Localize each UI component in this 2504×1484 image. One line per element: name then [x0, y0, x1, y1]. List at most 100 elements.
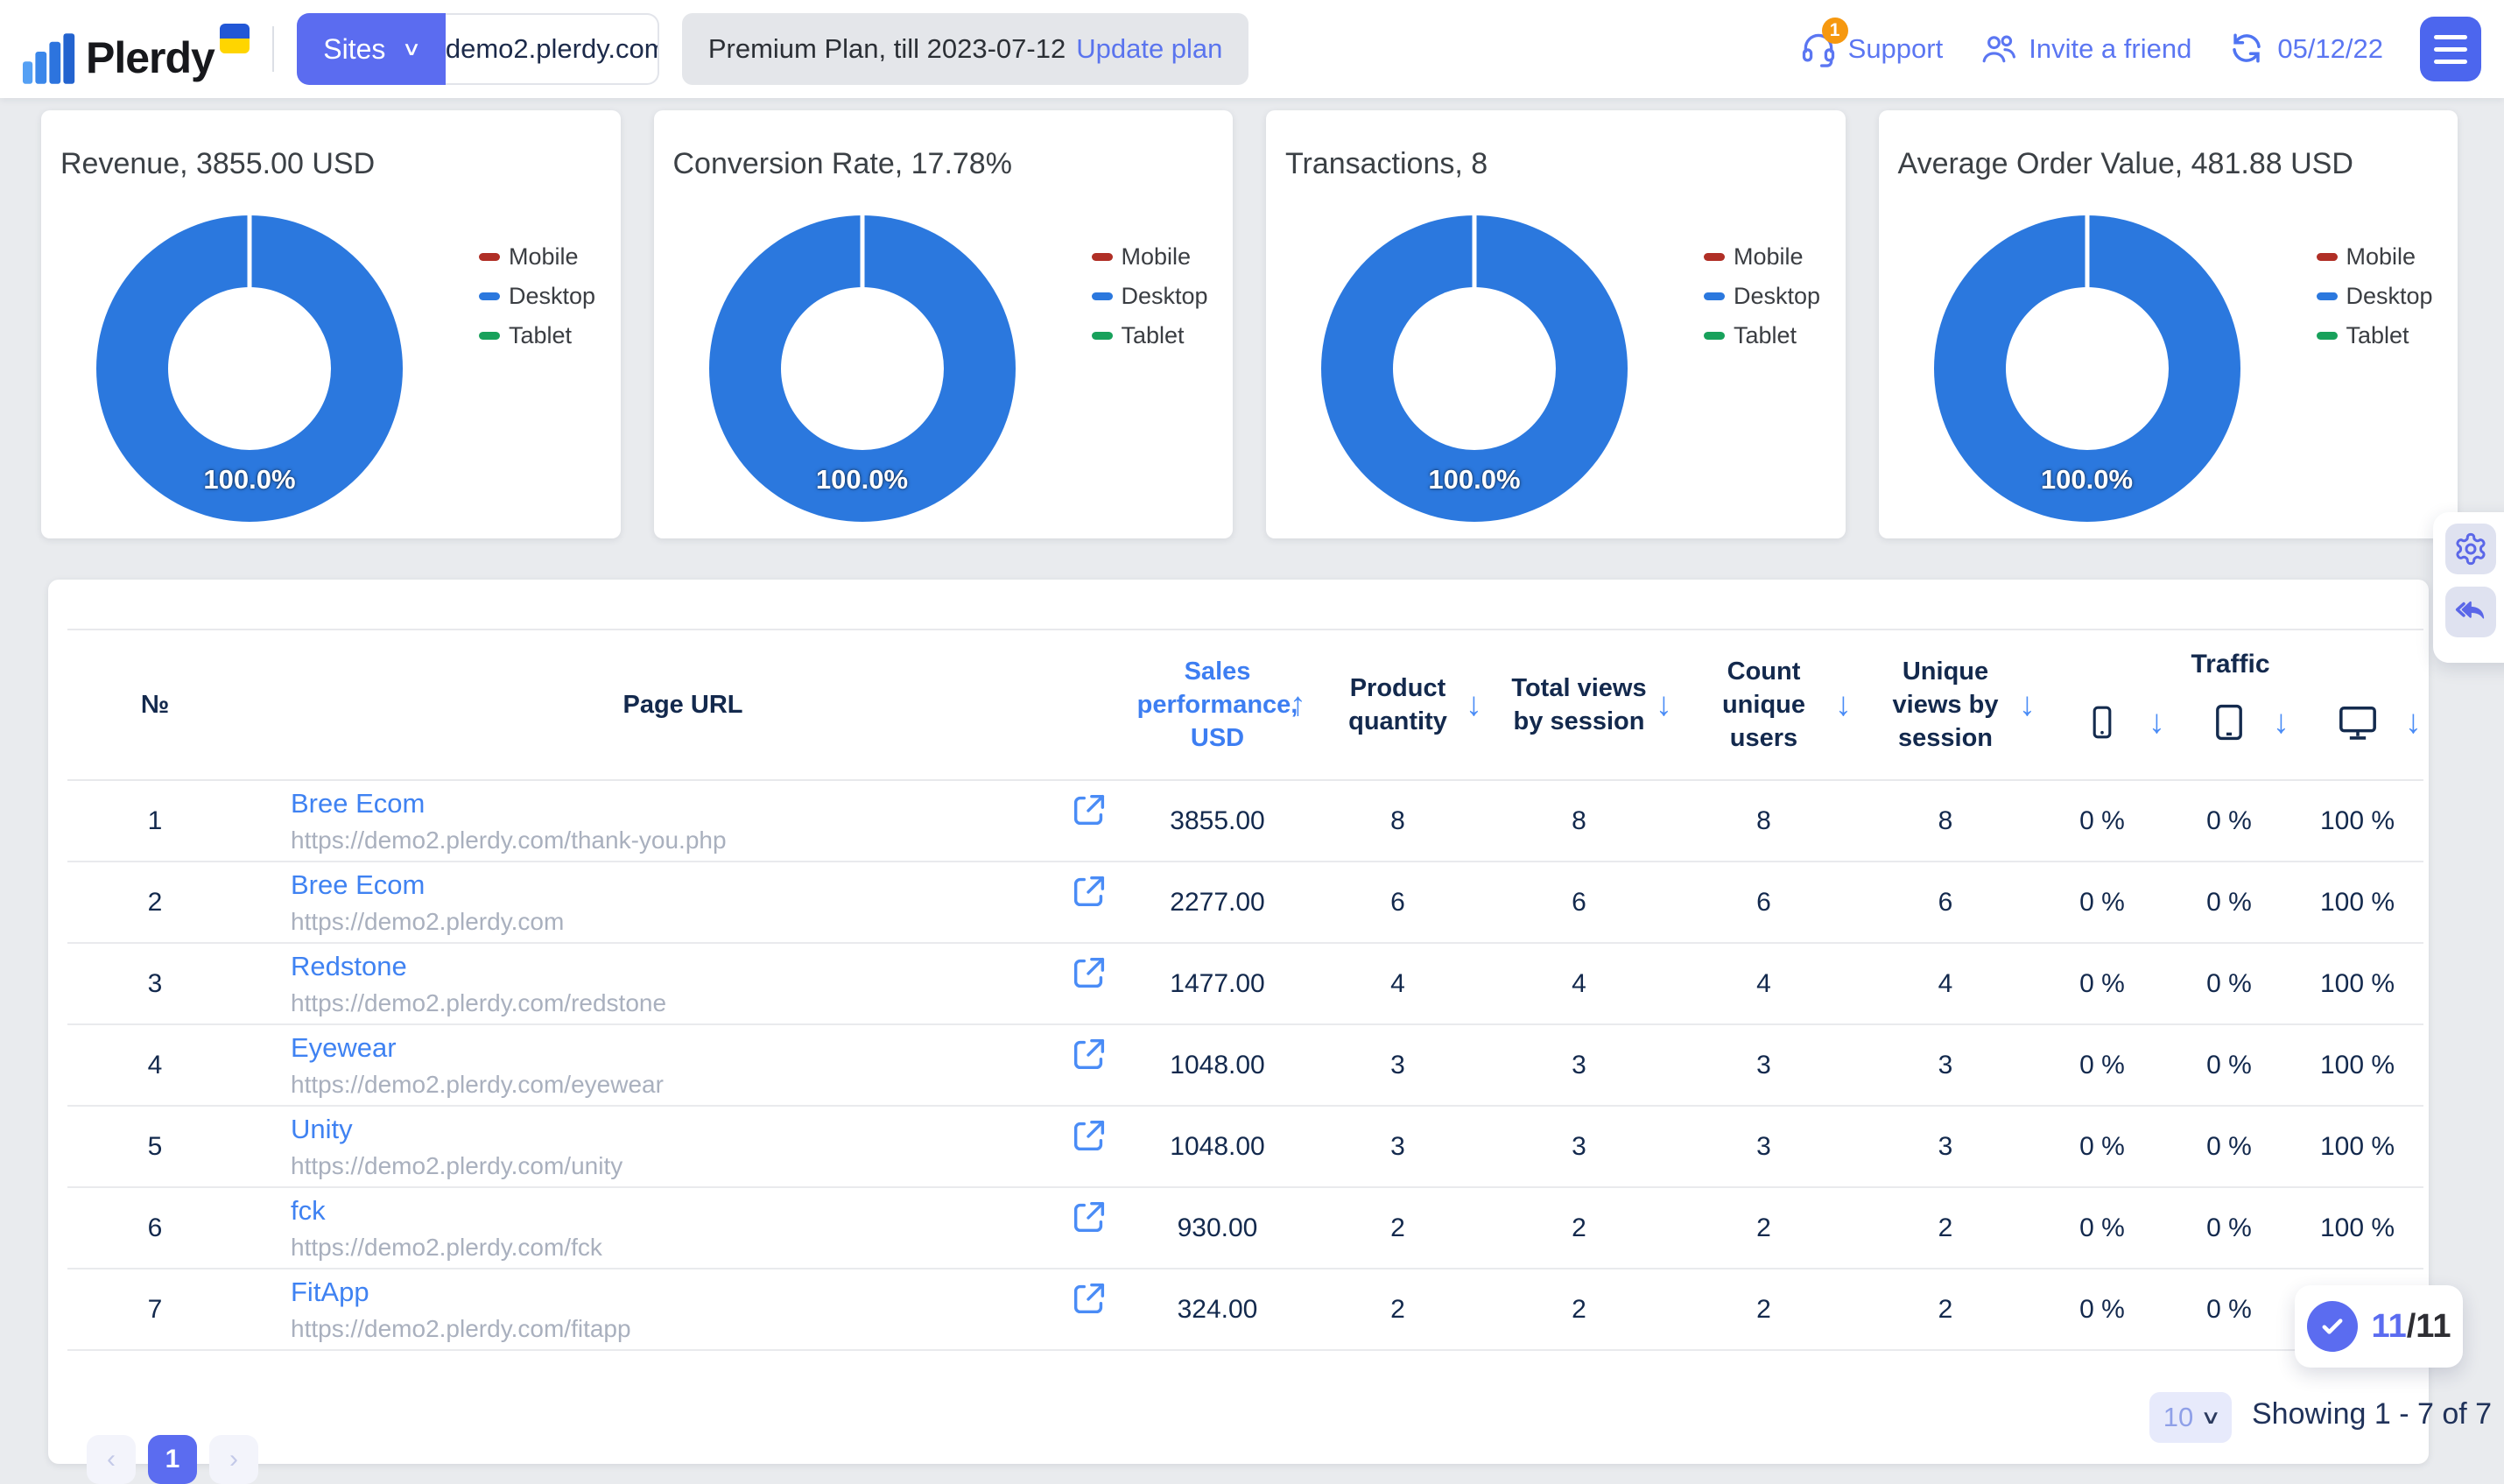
- sort-down-arrow-icon[interactable]: ↓: [2405, 704, 2422, 741]
- sort-up-arrow-icon[interactable]: ↑: [1290, 686, 1306, 723]
- domain-input[interactable]: [445, 13, 659, 85]
- donut-percent-label: 100.0%: [203, 464, 296, 495]
- sites-dropdown-button[interactable]: Sites ∨: [296, 13, 446, 85]
- total-views-cell: 2: [1572, 1294, 1586, 1324]
- date-label: 05/12/22: [2277, 33, 2383, 64]
- traffic-mobile-cell: 0 %: [2079, 968, 2125, 998]
- table-body: 1 Bree Ecom https://demo2.plerdy.com/tha…: [67, 781, 2423, 1351]
- invite-friend-label: Invite a friend: [2029, 33, 2192, 64]
- sort-down-arrow-icon[interactable]: ↓: [1466, 686, 1482, 723]
- external-link-icon[interactable]: [1069, 790, 1109, 830]
- page-title-link[interactable]: Bree Ecom: [291, 787, 426, 819]
- external-link-icon[interactable]: [1069, 1034, 1109, 1074]
- page-url-text: https://demo2.plerdy.com/thank-you.php: [291, 826, 727, 854]
- page-size-value: 10: [2163, 1402, 2194, 1432]
- sales-cell: 324.00: [1177, 1294, 1258, 1324]
- settings-button[interactable]: [2445, 524, 2496, 574]
- row-number: 5: [147, 1131, 163, 1161]
- pagination-next-button[interactable]: ›: [209, 1435, 258, 1484]
- kpi-card-3: Average Order Value, 481.88 USD 100.0% M…: [1878, 110, 2458, 538]
- column-header-page-url: Page URL: [622, 691, 743, 719]
- traffic-tablet-cell: 0 %: [2206, 968, 2252, 998]
- invite-friend-link[interactable]: Invite a friend: [1980, 30, 2191, 68]
- update-plan-link[interactable]: Update plan: [1076, 33, 1223, 64]
- traffic-tablet-cell: 0 %: [2206, 1131, 2252, 1161]
- page-title-link[interactable]: fck: [291, 1194, 326, 1226]
- row-number: 7: [147, 1294, 163, 1324]
- column-header-traffic-mobile[interactable]: ↓: [2037, 630, 2167, 779]
- column-header-traffic-tablet[interactable]: ↓: [2167, 630, 2291, 779]
- external-link-icon[interactable]: [1069, 1115, 1109, 1156]
- sites-control: Sites ∨: [296, 13, 659, 85]
- page-url-text: https://demo2.plerdy.com/unity: [291, 1151, 623, 1179]
- page-title-link[interactable]: Redstone: [291, 950, 407, 981]
- legend-item-tablet: Tablet: [1704, 322, 1820, 349]
- sort-down-arrow-icon[interactable]: ↓: [1656, 686, 1672, 723]
- legend-item-mobile: Mobile: [2316, 243, 2433, 271]
- product-qty-cell: 2: [1390, 1213, 1405, 1242]
- chevron-down-icon: ∨: [402, 38, 422, 60]
- refresh-date[interactable]: 05/12/22: [2228, 30, 2383, 68]
- traffic-mobile-cell: 0 %: [2079, 1131, 2125, 1161]
- pagination-page-1-button[interactable]: 1: [148, 1435, 197, 1484]
- table-row: 7 FitApp https://demo2.plerdy.com/fitapp…: [67, 1269, 2423, 1351]
- legend-item-tablet: Tablet: [2316, 322, 2433, 349]
- legend-item-tablet: Tablet: [1091, 322, 1208, 349]
- kpi-card-1: Conversion Rate, 17.78% 100.0% Mobile De…: [653, 110, 1233, 538]
- traffic-desktop-cell: 100 %: [2319, 1050, 2395, 1080]
- column-header-count-unique[interactable]: Count unique users ↓: [1721, 658, 1852, 752]
- sort-down-arrow-icon[interactable]: ↓: [2019, 686, 2036, 723]
- legend-swatch: [1704, 292, 1725, 300]
- sales-cell: 2277.00: [1170, 887, 1265, 917]
- traffic-desktop-cell: 100 %: [2319, 968, 2395, 998]
- row-number: 1: [147, 805, 163, 835]
- chart-legend: Mobile Desktop Tablet: [1091, 243, 1208, 349]
- pagination: ‹ 1 ›: [87, 1435, 258, 1484]
- product-qty-cell: 4: [1390, 968, 1405, 998]
- sort-down-arrow-icon[interactable]: ↓: [1835, 686, 1852, 723]
- external-link-icon[interactable]: [1069, 1278, 1109, 1319]
- progress-badge[interactable]: 11/11: [2295, 1285, 2463, 1368]
- traffic-tablet-cell: 0 %: [2206, 1294, 2252, 1324]
- column-header-traffic-desktop[interactable]: ↓: [2291, 630, 2423, 779]
- sort-down-arrow-icon[interactable]: ↓: [2149, 704, 2165, 741]
- support-link[interactable]: 1 Support: [1799, 18, 1943, 68]
- people-icon: [1980, 30, 2018, 68]
- page-size-select[interactable]: 10 ∨: [2149, 1392, 2232, 1443]
- plan-pill: Premium Plan, till 2023-07-12 Update pla…: [681, 13, 1249, 85]
- plerdy-logo[interactable]: Plerdy: [23, 13, 250, 85]
- external-link-icon[interactable]: [1069, 871, 1109, 911]
- total-views-cell: 3: [1572, 1050, 1586, 1080]
- external-link-icon[interactable]: [1069, 1197, 1109, 1237]
- total-views-cell: 4: [1572, 968, 1586, 998]
- page-title-link[interactable]: Bree Ecom: [291, 869, 426, 900]
- sort-down-arrow-icon[interactable]: ↓: [2273, 704, 2289, 741]
- sales-cell: 3855.00: [1170, 805, 1265, 835]
- legend-swatch: [1091, 292, 1113, 300]
- page-url-cell: Bree Ecom https://demo2.plerdy.com: [243, 862, 1123, 942]
- table-row: 1 Bree Ecom https://demo2.plerdy.com/tha…: [67, 781, 2423, 862]
- column-header-unique-views[interactable]: Unique views by session ↓: [1892, 658, 2036, 752]
- column-header-sales[interactable]: Sales performance, USD ↑: [1136, 658, 1306, 752]
- sales-cell: 930.00: [1177, 1213, 1258, 1242]
- menu-button[interactable]: [2420, 17, 2481, 81]
- page-title-link[interactable]: FitApp: [291, 1276, 369, 1307]
- donut-percent-label: 100.0%: [2040, 464, 2134, 495]
- pagination-prev-button[interactable]: ‹: [87, 1435, 136, 1484]
- legend-swatch: [2316, 292, 2338, 300]
- donut-chart: 100.0%: [1933, 215, 2240, 522]
- column-header-product-qty[interactable]: Product quantity ↓: [1348, 674, 1482, 735]
- legend-swatch: [2316, 253, 2338, 261]
- top-navbar: Plerdy Sites ∨ Premium Plan, till 2023-0…: [0, 0, 2504, 98]
- reply-back-button[interactable]: [2445, 587, 2496, 637]
- column-header-total-views[interactable]: Total views by session ↓: [1511, 674, 1672, 735]
- traffic-tablet-cell: 0 %: [2206, 1213, 2252, 1242]
- external-link-icon[interactable]: [1069, 953, 1109, 993]
- page-title-link[interactable]: Eyewear: [291, 1031, 397, 1063]
- count-unique-cell: 6: [1756, 887, 1771, 917]
- page-title-link[interactable]: Unity: [291, 1113, 353, 1144]
- total-views-cell: 3: [1572, 1131, 1586, 1161]
- floating-tools-panel: [2433, 512, 2504, 663]
- support-notification-badge: 1: [1821, 18, 1848, 44]
- sales-cell: 1048.00: [1170, 1050, 1265, 1080]
